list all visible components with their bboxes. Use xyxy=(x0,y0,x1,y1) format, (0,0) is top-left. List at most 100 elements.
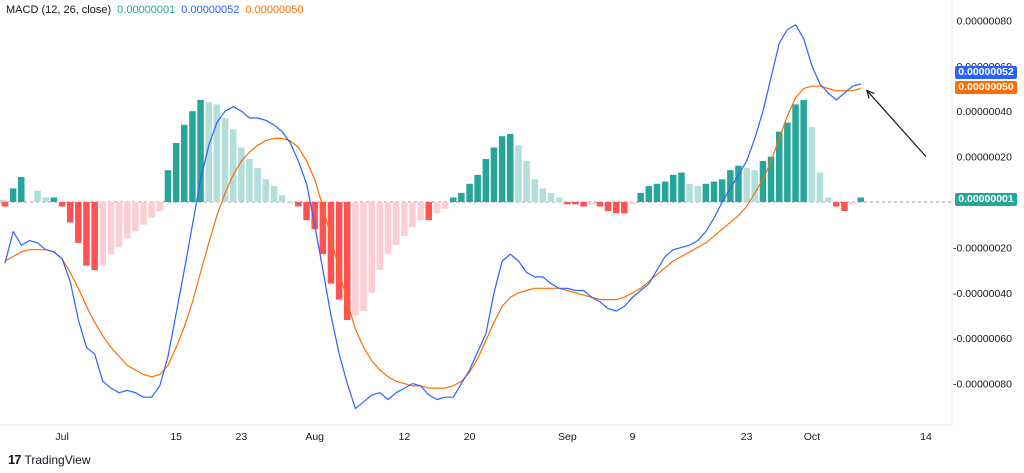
histogram-bar xyxy=(1,202,9,207)
macd-price-badge: 0.00000052 xyxy=(955,66,1017,79)
histogram-bar xyxy=(246,158,253,202)
histogram-bar xyxy=(319,202,327,255)
histogram-bar xyxy=(727,170,734,202)
histogram-bar xyxy=(278,195,286,202)
histogram-bar xyxy=(335,202,343,300)
histogram-bar xyxy=(702,183,710,202)
legend-study-name: MACD (12, 26, close) xyxy=(6,4,112,16)
y-tick-label: -0.00000040 xyxy=(953,288,1012,300)
histogram-bar xyxy=(776,131,783,202)
tradingview-logo: 17 TradingView xyxy=(8,452,91,467)
histogram-bar xyxy=(156,202,164,212)
histogram-bar xyxy=(792,104,799,202)
histogram-bar xyxy=(148,202,155,218)
histogram-bar xyxy=(83,202,90,266)
histogram-bar xyxy=(841,202,848,212)
histogram-bar xyxy=(751,170,758,202)
histogram-bar xyxy=(132,202,139,232)
histogram-bar xyxy=(645,186,653,202)
tradingview-logo-icon: 17 xyxy=(8,452,22,467)
histogram-bar xyxy=(140,202,147,225)
histogram-bar xyxy=(409,202,416,227)
histogram-bar xyxy=(50,197,58,202)
histogram-bar xyxy=(164,170,172,202)
histogram-bar xyxy=(181,124,188,202)
histogram-bar xyxy=(588,202,595,205)
histogram-bar xyxy=(18,177,25,202)
y-tick-label: -0.00000020 xyxy=(953,242,1012,254)
histogram-bar xyxy=(498,136,506,202)
annotation-arrow-head xyxy=(865,89,875,99)
histogram-bar xyxy=(572,202,579,205)
histogram-bar xyxy=(197,99,204,202)
histogram-bar xyxy=(213,104,221,202)
histogram-bar xyxy=(384,202,392,255)
histogram-bar xyxy=(327,202,335,284)
histogram-bar xyxy=(441,202,449,209)
histogram-bar xyxy=(344,202,351,320)
histogram-bar xyxy=(360,202,367,311)
x-tick-label: 9 xyxy=(630,431,636,443)
x-tick-label: Aug xyxy=(305,431,324,443)
histogram-bar xyxy=(425,202,432,221)
histogram-bar xyxy=(417,202,424,221)
histogram-bar xyxy=(433,202,441,214)
histogram-bar xyxy=(66,202,74,223)
histogram-bar xyxy=(824,197,832,202)
signal-price-badge: 0.00000050 xyxy=(955,81,1017,94)
histogram-bar xyxy=(474,174,481,202)
histogram-bar xyxy=(507,133,514,202)
histogram-bar xyxy=(613,202,620,214)
histogram-bar xyxy=(205,102,212,202)
y-tick-label: 0.00000040 xyxy=(957,106,1013,118)
histogram-bar xyxy=(482,158,490,202)
x-tick-label: 12 xyxy=(399,431,411,443)
histogram-bar xyxy=(368,202,375,293)
histogram-bar xyxy=(637,192,644,202)
histogram-bar xyxy=(58,202,66,207)
histogram-bar xyxy=(221,118,229,202)
legend-histogram-value: 0.00000001 xyxy=(117,4,176,16)
histogram-bar xyxy=(9,188,17,202)
histogram-bar xyxy=(718,179,726,202)
histogram-bar xyxy=(767,156,775,202)
legend-signal-value: 0.00000050 xyxy=(245,4,304,16)
histogram-bar xyxy=(91,202,98,271)
histogram-bar xyxy=(270,186,278,202)
histogram-bar xyxy=(580,202,587,207)
macd-line xyxy=(4,24,861,410)
histogram-bar xyxy=(34,190,41,202)
histogram-bar xyxy=(254,167,261,202)
histogram-bar xyxy=(401,202,408,237)
annotation-arrow-line xyxy=(866,90,927,157)
histogram-bar xyxy=(816,172,824,202)
histogram-bar xyxy=(759,161,767,202)
histogram-bar xyxy=(661,181,669,202)
histogram-bar xyxy=(743,167,750,202)
histogram-bar xyxy=(238,147,245,202)
histogram-bar xyxy=(115,202,123,248)
histogram-bar xyxy=(833,202,840,207)
histogram-bar xyxy=(515,145,522,203)
x-tick-label: Jul xyxy=(55,431,68,443)
histogram-bar xyxy=(604,202,612,212)
histogram-bar xyxy=(295,202,302,207)
histogram-bar xyxy=(458,192,465,202)
histogram-bar xyxy=(172,143,180,202)
histogram-bar xyxy=(710,181,718,202)
histogram-bar xyxy=(490,147,498,202)
histogram-bar xyxy=(0,199,7,202)
histogram-bar xyxy=(229,129,237,202)
x-tick-label: Oct xyxy=(804,431,820,443)
histogram-bar xyxy=(621,202,628,214)
tradingview-wordmark: TradingView xyxy=(24,452,91,467)
y-tick-label: 0.00000020 xyxy=(957,152,1013,164)
histogram-bar xyxy=(523,161,530,202)
histogram-bar xyxy=(547,192,555,202)
histogram-bar xyxy=(376,202,384,271)
histogram-bar xyxy=(303,202,310,221)
histogram-bar xyxy=(678,172,685,202)
x-tick-label: 20 xyxy=(464,431,476,443)
y-tick-label: 0.00000080 xyxy=(957,15,1013,27)
